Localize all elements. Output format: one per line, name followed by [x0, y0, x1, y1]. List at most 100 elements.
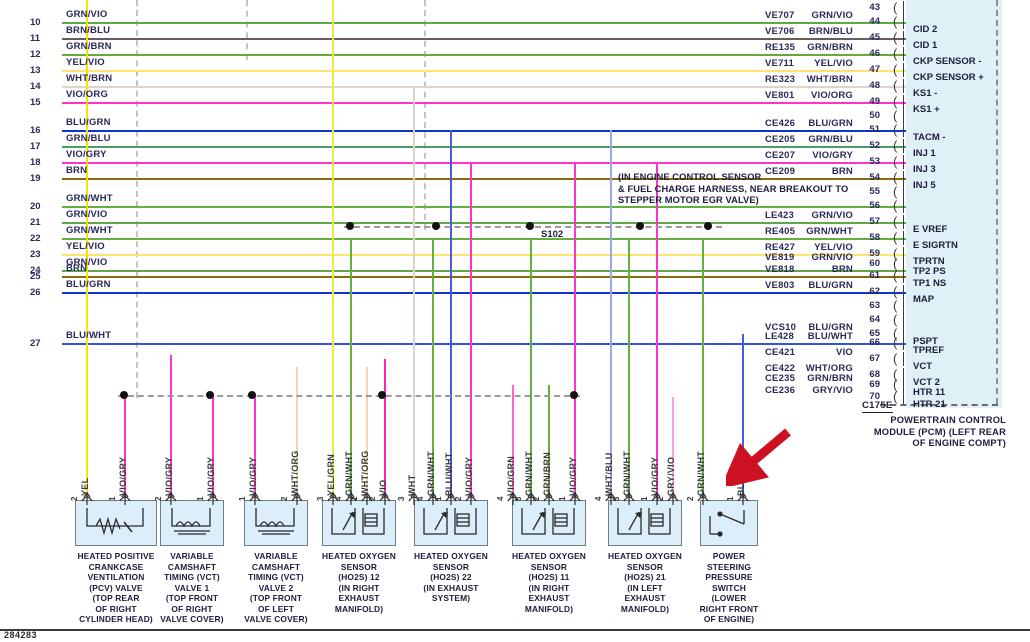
pcm-wire-color-label: BLU/GRN: [808, 280, 853, 291]
component-drop-wire: [610, 130, 612, 497]
component-symbol-o2: [331, 508, 385, 535]
component-wire-color-label: WHT/BLU: [604, 452, 614, 496]
pcm-circuit-code: CE426: [765, 118, 796, 129]
component-wire-color-label: VIO/GRY: [118, 456, 128, 496]
pcm-pin-number: 69: [869, 379, 880, 390]
component-wire-color-label: YEL/GRN: [326, 453, 336, 496]
component-pin-number: 2: [154, 496, 163, 501]
splice-dot: [704, 222, 712, 230]
pcm-circuit-code: VCS10: [765, 322, 797, 333]
component-pin-number: 3: [397, 496, 406, 501]
wire-run: [62, 130, 906, 132]
wire-run: [62, 270, 906, 272]
pcm-signal-name: E SIGRTN: [913, 240, 958, 251]
pcm-pin-brace-icon: (: [893, 326, 898, 341]
pcm-wire-color-label: WHT/BRN: [806, 74, 853, 85]
component-symbol-o2: [521, 508, 575, 535]
pcm-pin-number: 65: [869, 328, 880, 339]
pcm-circuit-code: CE235: [765, 373, 796, 384]
component-wire-color-label: GRN/WHT: [344, 450, 354, 496]
component-pin-number: 1: [558, 496, 567, 501]
component-wire-color-label: VIO/GRY: [164, 456, 174, 496]
pcm-pin-brace-icon: (: [893, 198, 898, 213]
harness-dash-line: [136, 0, 138, 398]
pcm-signal-name: TPREF: [913, 345, 945, 356]
pcm-pin-brace-icon: (: [893, 94, 898, 109]
component-drop-wire: [86, 0, 88, 497]
component-wire-color-label: GRN/WHT: [622, 450, 632, 496]
pcm-pin-brace-icon: (: [893, 184, 898, 199]
pcm-pin-terminal: [903, 63, 904, 77]
pcm-pin-number: 53: [869, 156, 880, 167]
annotation-arrow-icon: [726, 428, 791, 486]
left-wire-color-label: GRN/VIO: [66, 9, 108, 20]
component-pin-terminal-icon: [165, 492, 177, 505]
left-pin-number: 13: [30, 65, 41, 76]
component-drop-wire: [384, 359, 386, 497]
component-pin-number: 2: [454, 496, 463, 501]
component-drop-wire: [656, 162, 658, 497]
splice-dot: [120, 391, 128, 399]
pcm-pin-brace-icon: (: [893, 246, 898, 261]
left-pin-number: 18: [30, 157, 41, 168]
left-wire-color-label: BLU/GRN: [66, 117, 111, 128]
component-body: [244, 500, 308, 546]
component-pin-number: 2: [368, 496, 377, 501]
left-wire-color-label: GRN/BRN: [66, 41, 112, 52]
pcm-pin-number: 60: [869, 258, 880, 269]
component-pin-terminal-icon: [569, 492, 581, 505]
left-wire-color-label: GRN/WHT: [66, 225, 113, 236]
splice-dot: [526, 222, 534, 230]
wire-run: [62, 206, 906, 208]
pcm-pin-terminal: [903, 15, 904, 29]
wire-run: [62, 292, 906, 294]
pcm-pin-number: 70: [869, 391, 880, 402]
pcm-circuit-code: RE427: [765, 242, 796, 253]
component-symbol-switch: [709, 510, 745, 537]
pcm-pin-brace-icon: (: [893, 389, 898, 404]
component-drop-wire: [124, 394, 126, 497]
pcm-pin-terminal: [903, 1, 904, 15]
harness-note: (IN ENGINE CONTROL SENSOR & FUEL CHARGE …: [618, 172, 849, 205]
component-wire-color-label: VIO/GRY: [650, 456, 660, 496]
pcm-signal-name: E VREF: [913, 224, 948, 235]
harness-dash-line: [246, 0, 248, 60]
pcm-pin-brace-icon: (: [893, 46, 898, 61]
component-wire-color-label: WHT/ORG: [290, 450, 300, 496]
pcm-pin-number: 57: [869, 216, 880, 227]
pcm-bottom-dashed-border: [880, 404, 998, 406]
pcm-wire-color-label: BRN/BLU: [808, 26, 853, 37]
splice-dot: [206, 391, 214, 399]
left-pin-number: 19: [30, 173, 41, 184]
left-wire-color-label: GRN/WHT: [66, 193, 113, 204]
component-pin-number: 4: [334, 496, 343, 501]
pcm-pin-terminal: [903, 199, 904, 213]
component-wire-color-label: VIO/GRN: [506, 455, 516, 496]
pcm-pin-number: 68: [869, 369, 880, 380]
pcm-signal-name: CKP SENSOR -: [913, 56, 982, 67]
pcm-pin-number: 46: [869, 48, 880, 59]
pcm-circuit-code: CE422: [765, 363, 796, 374]
component-pin-number: 4: [496, 496, 505, 501]
pcm-pin-number: 58: [869, 232, 880, 243]
pcm-circuit-code: LE428: [765, 331, 794, 342]
component-body: [160, 500, 224, 546]
pcm-pin-number: 48: [869, 80, 880, 91]
pcm-signal-name: CID 1: [913, 40, 938, 51]
component-pin-terminal-icon: [543, 492, 555, 505]
pcm-pin-brace-icon: (: [893, 214, 898, 229]
pcm-circuit-code: CE209: [765, 166, 796, 177]
component-pin-terminal-icon: [465, 492, 477, 505]
component-drop-wire: [170, 355, 172, 497]
wire-run: [62, 86, 906, 88]
footer-rule: [0, 629, 1030, 631]
pcm-pin-brace-icon: (: [893, 122, 898, 137]
pcm-wire-color-label: GRN/BRN: [807, 373, 853, 384]
component-pin-number: 3: [612, 496, 621, 501]
pcm-pin-brace-icon: (: [893, 367, 898, 382]
component-pin-terminal-icon: [427, 492, 439, 505]
splice-dot: [346, 222, 354, 230]
pcm-pin-brace-icon: (: [893, 78, 898, 93]
component-drop-wire: [350, 238, 352, 497]
